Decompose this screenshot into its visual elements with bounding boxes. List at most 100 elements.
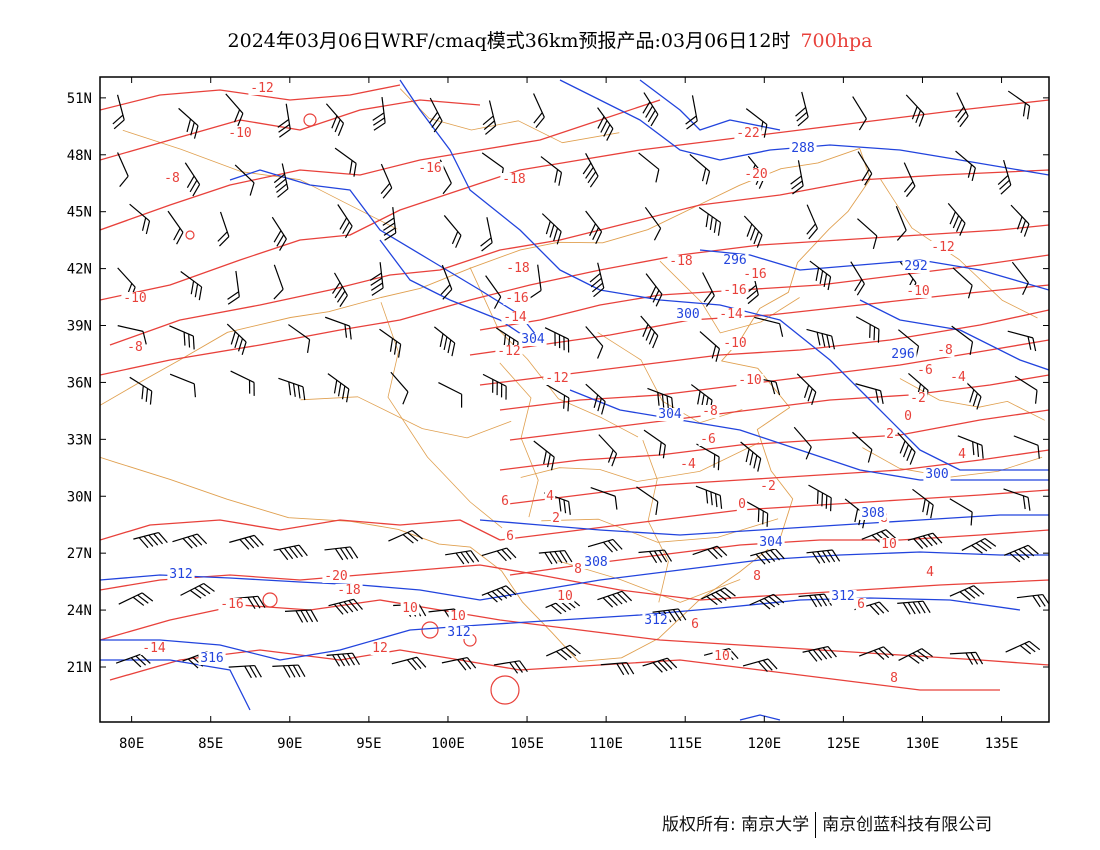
temperature-label: -20 [324,569,347,584]
wind-barb [180,270,203,301]
country-boundary [100,147,871,663]
temperature-label: -2 [760,479,776,494]
wind-barb [636,486,659,516]
wind-barb [597,107,614,141]
wind-barb [742,658,778,673]
isotherm [499,409,1049,471]
wind-barb [952,267,973,299]
temperature-label: 0 [738,497,746,512]
wind-barb [544,327,570,353]
temperature-label: -8 [164,171,180,186]
wind-barb [1011,261,1029,296]
temperature-label: -16 [505,291,528,306]
wind-barb [443,215,462,248]
wind-barb [699,331,721,362]
wind-barb [1004,544,1039,563]
lon-tick-label: 100E [431,736,465,752]
wind-barb [750,548,785,565]
temperature-label: 6 [501,494,509,509]
isotherm [469,284,1049,356]
wind-barb [692,545,728,560]
wind-barb [434,326,456,357]
isotherm [499,449,1049,506]
wind-barb [897,432,916,465]
height-contour [399,79,1049,471]
wind-barb [332,272,348,307]
lat-tick-label: 45N [67,205,92,221]
wind-barb [482,100,497,135]
wind-barb [382,207,397,241]
height-contour [229,169,541,341]
temperature-label: 4 [958,447,966,462]
lat-tick-label: 48N [67,148,92,164]
wind-barb [1005,640,1041,655]
wind-barb [379,328,402,358]
wind-barb [857,218,878,250]
wind-barb [172,533,208,549]
wind-barb [229,534,264,550]
wind-barb [481,547,517,562]
province-boundary [380,302,503,529]
lon-tick-label: 95E [356,736,381,752]
wind-barb [806,328,836,350]
wind-barb [441,657,477,671]
wind-barb [129,203,151,235]
height-label: 296 [723,253,746,268]
wind-barb [225,93,244,127]
province-boundary [399,88,620,144]
wind-barb [857,151,873,186]
temperature-label: -16 [418,161,441,176]
longitude-axis: 80E 85E 90E 95E 100E 105E 110E 115E 120E 125E 130E… [119,77,1018,752]
lat-tick-label: 33N [67,432,92,448]
height-label: 312 [644,613,667,628]
wind-barb [271,216,287,251]
wind-barb [284,609,319,623]
temperature-label: 8 [574,562,582,577]
wind-barb [949,651,984,665]
temperature-label: -16 [220,597,243,612]
temperature-label: 10 [881,537,897,552]
temperature-label: -10 [123,291,146,306]
height-contour [639,79,781,131]
temperature-label: -16 [743,267,766,282]
wind-barb [388,529,423,544]
wind-barb [808,484,832,512]
wind-barb [228,664,262,679]
wind-barb [749,593,785,610]
province-boundary [862,447,1043,478]
height-label: 304 [759,535,783,550]
wind-barb [234,164,255,196]
temperature-label: -10 [906,284,929,299]
wind-barb [695,485,723,509]
temperature-label: -14 [719,307,743,322]
lon-tick-label: 125E [827,736,861,752]
temperature-label: 10 [557,589,573,604]
temperature-label: -4 [680,457,696,472]
isotherm [100,99,661,231]
wind-barb [445,550,480,565]
wind-barb [702,272,715,307]
wind-barb [533,440,555,471]
temperature-label: 4 [546,489,554,504]
wind-barb [754,316,784,337]
wind-barb [589,262,605,298]
wind-barb [796,373,817,405]
wind-barb [169,373,197,398]
wind-barb [118,592,154,606]
wind-barb [585,326,604,359]
wind-barb [273,163,289,198]
wind-barb [272,664,306,678]
footer-divider [815,812,817,838]
wind-barb [957,435,984,459]
wind-barb [685,95,698,130]
wind-barb [180,582,215,599]
wind-barb [582,153,599,188]
wind-barb [391,656,427,671]
isotherm [100,599,1049,666]
wind-barb [129,376,153,405]
temperature-label: -14 [142,641,166,656]
wind-barb [852,431,873,463]
lon-tick-label: 85E [198,736,223,752]
temperature-label: -8 [937,343,953,358]
title-text: 2024年03月06日WRF/cmaq模式36km预报产品:03月06日12时 [227,30,791,52]
